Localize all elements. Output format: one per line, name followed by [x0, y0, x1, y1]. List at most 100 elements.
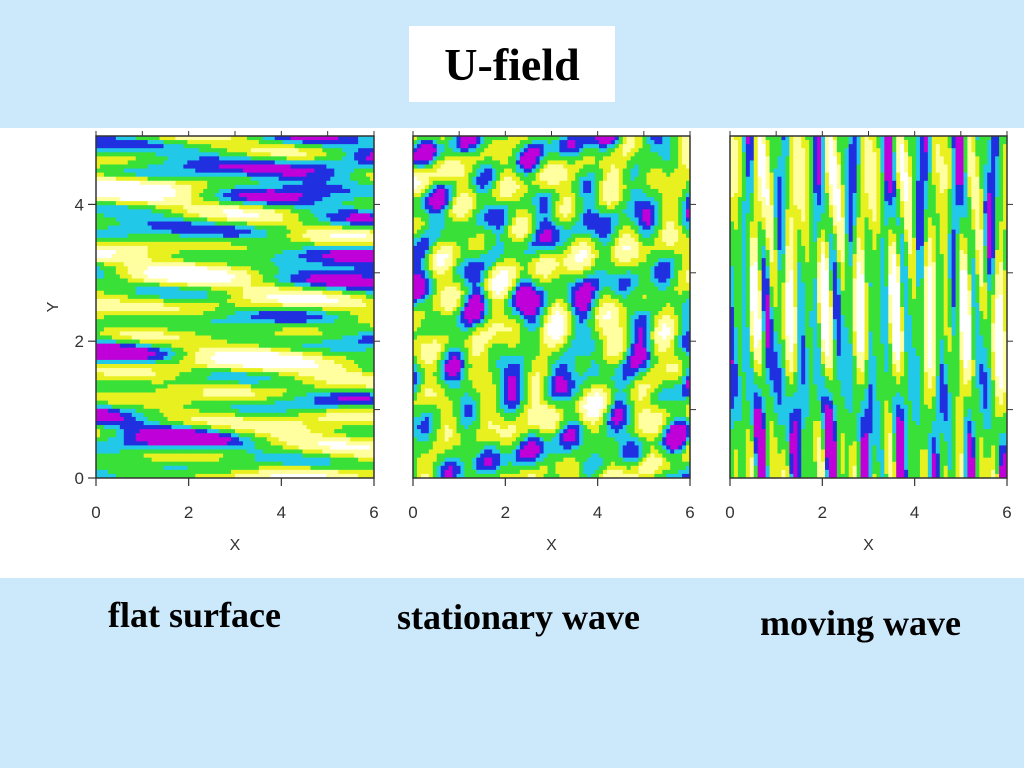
heatmap-cell: [231, 185, 235, 189]
heatmap-cell: [267, 217, 271, 221]
heatmap-cell: [279, 323, 283, 327]
heatmap-cell: [322, 299, 326, 303]
heatmap-cell: [263, 388, 267, 392]
heatmap-cell: [160, 181, 164, 185]
heatmap-cell: [354, 177, 358, 181]
heatmap-cell: [231, 287, 235, 291]
heatmap-cell: [255, 356, 259, 360]
heatmap-cell: [231, 238, 235, 242]
heatmap-cell: [124, 384, 128, 388]
heatmap-cell: [112, 201, 116, 205]
heatmap-cell: [346, 405, 350, 409]
heatmap-cell: [314, 274, 318, 278]
heatmap-cell: [167, 425, 171, 429]
heatmap-cell: [219, 226, 223, 230]
heatmap-cell: [171, 197, 175, 201]
heatmap-cell: [211, 405, 215, 409]
heatmap-cell: [156, 197, 160, 201]
heatmap-cell: [175, 140, 179, 144]
heatmap-cell: [310, 364, 314, 368]
heatmap-cell: [267, 299, 271, 303]
heatmap-cell: [191, 372, 195, 376]
heatmap-cell: [247, 209, 251, 213]
heatmap-cell: [175, 413, 179, 417]
heatmap-cell: [279, 368, 283, 372]
heatmap-cell: [255, 177, 259, 181]
heatmap-cell: [291, 344, 295, 348]
heatmap-cell: [314, 140, 318, 144]
heatmap-cell: [346, 185, 350, 189]
heatmap-cell: [116, 262, 120, 266]
heatmap-cell: [136, 291, 140, 295]
heatmap-cell: [223, 352, 227, 356]
heatmap-cell: [291, 405, 295, 409]
heatmap-cell: [179, 287, 183, 291]
heatmap-cell: [183, 279, 187, 283]
heatmap-cell: [164, 291, 168, 295]
heatmap-cell: [116, 393, 120, 397]
heatmap-cell: [259, 319, 263, 323]
heatmap-cell: [354, 372, 358, 376]
heatmap-cell: [219, 340, 223, 344]
heatmap-cell: [207, 266, 211, 270]
heatmap-cell: [295, 384, 299, 388]
heatmap-cell: [287, 254, 291, 258]
heatmap-cell: [100, 173, 104, 177]
heatmap-cell: [227, 331, 231, 335]
heatmap-cell: [132, 397, 136, 401]
heatmap-cell: [203, 352, 207, 356]
heatmap-cell: [299, 144, 303, 148]
heatmap-cell: [247, 327, 251, 331]
heatmap-cell: [314, 319, 318, 323]
heatmap-cell: [283, 393, 287, 397]
heatmap-cell: [175, 279, 179, 283]
heatmap-cell: [255, 234, 259, 238]
heatmap-cell: [167, 311, 171, 315]
heatmap-cell: [310, 397, 314, 401]
heatmap-cell: [120, 336, 124, 340]
heatmap-cell: [330, 401, 334, 405]
heatmap-cell: [164, 254, 168, 258]
heatmap-cell: [183, 254, 187, 258]
heatmap-cell: [207, 217, 211, 221]
heatmap-cell: [303, 340, 307, 344]
heatmap-cell: [326, 217, 330, 221]
heatmap-cell: [156, 360, 160, 364]
heatmap-cell: [152, 242, 156, 246]
heatmap-cell: [191, 417, 195, 421]
heatmap-cell: [203, 201, 207, 205]
heatmap-cell: [342, 144, 346, 148]
heatmap-cell: [330, 368, 334, 372]
heatmap-cell: [287, 401, 291, 405]
heatmap-cell: [108, 250, 112, 254]
heatmap-cell: [303, 234, 307, 238]
heatmap-cell: [152, 197, 156, 201]
heatmap-cell: [195, 303, 199, 307]
heatmap-cell: [219, 213, 223, 217]
heatmap-cell: [156, 401, 160, 405]
heatmap-cell: [128, 262, 132, 266]
heatmap-cell: [144, 270, 148, 274]
heatmap-cell: [263, 213, 267, 217]
heatmap-cell: [362, 360, 366, 364]
heatmap-cell: [354, 254, 358, 258]
heatmap-cell: [346, 303, 350, 307]
heatmap-cell: [152, 230, 156, 234]
heatmap-cell: [164, 279, 168, 283]
heatmap-cell: [318, 181, 322, 185]
heatmap-cell: [211, 364, 215, 368]
heatmap-cell: [322, 193, 326, 197]
heatmap-cell: [116, 217, 120, 221]
heatmap-cell: [255, 295, 259, 299]
heatmap-cell: [211, 213, 215, 217]
heatmap-cell: [251, 405, 255, 409]
heatmap-cell: [346, 152, 350, 156]
heatmap-cell: [318, 254, 322, 258]
heatmap-cell: [251, 299, 255, 303]
heatmap-cell: [310, 279, 314, 283]
heatmap-cell: [326, 238, 330, 242]
heatmap-cell: [251, 250, 255, 254]
heatmap-cell: [354, 238, 358, 242]
heatmap-cell: [195, 165, 199, 169]
heatmap-cell: [187, 160, 191, 164]
